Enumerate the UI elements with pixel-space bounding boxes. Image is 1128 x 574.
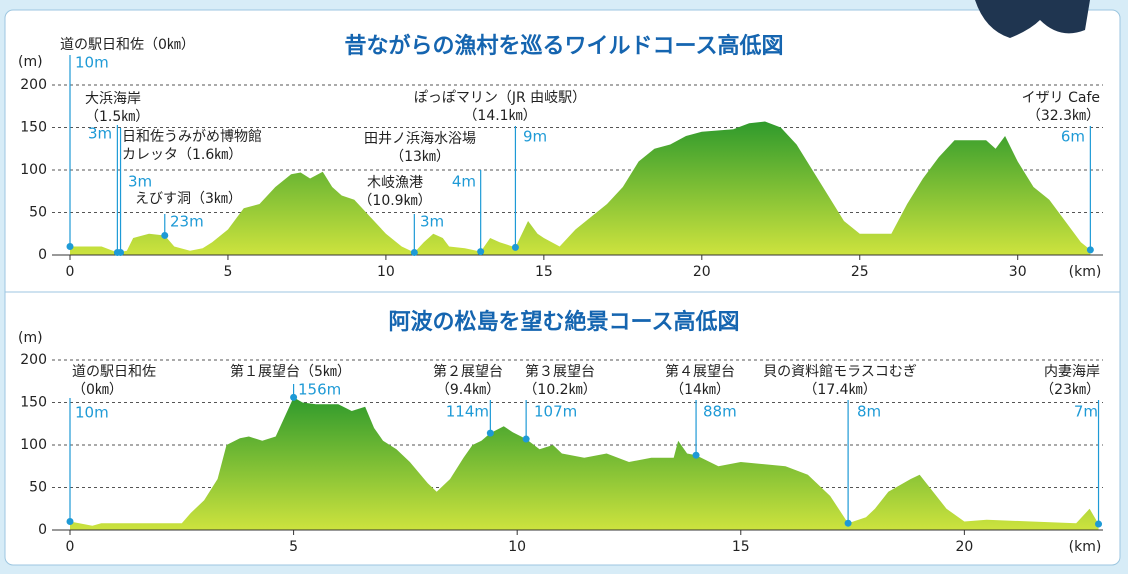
y-tick-label: 50 (29, 480, 47, 496)
y-tick-label: 200 (20, 77, 47, 93)
y-axis-label: (m) (18, 54, 43, 70)
y-axis-label: (m) (18, 330, 43, 346)
marker-dot (845, 520, 852, 527)
marker-dot (411, 249, 418, 256)
landmark-label: （1.5㎞） (85, 109, 149, 125)
landmark-label: （10.9㎞） (358, 193, 431, 209)
chart-title: 昔ながらの漁村を巡るワイルドコース高低図 (345, 33, 784, 59)
x-tick-label: 15 (535, 264, 553, 280)
landmark-label: えびす洞（3㎞） (135, 191, 242, 207)
elevation-label: 88m (703, 403, 737, 421)
landmark-label: 第１展望台（5㎞） (230, 363, 351, 380)
landmark-label: 道の駅日和佐 (72, 364, 156, 380)
x-axis-label: (km) (1069, 539, 1102, 555)
x-tick-label: 20 (955, 539, 973, 555)
x-tick-label: 10 (508, 539, 526, 555)
elevation-label: 10m (75, 404, 109, 422)
elevation-label: 9m (523, 128, 547, 146)
elevation-label: 23m (170, 213, 204, 231)
landmark-label: （9.4㎞） (436, 382, 500, 398)
landmark-label: 日和佐うみがめ博物館 (122, 128, 262, 145)
landmark-label: （14㎞） (670, 382, 730, 398)
landmark-label: ぽっぽマリン（JR 由岐駅） (414, 90, 586, 106)
elevation-label: 156m (298, 381, 341, 399)
elevation-label: 6m (1061, 128, 1085, 146)
elevation-label: 10m (75, 54, 109, 72)
marker-dot (1087, 246, 1094, 253)
marker-dot (512, 244, 519, 251)
marker-dot (487, 430, 494, 437)
landmark-label: イザリ Cafe (1022, 90, 1100, 106)
x-tick-label: 0 (66, 264, 75, 280)
elevation-label: 3m (128, 173, 152, 191)
y-tick-label: 100 (20, 437, 47, 453)
x-axis-label: (km) (1069, 264, 1102, 280)
elevation-label: 3m (420, 213, 444, 231)
marker-dot (290, 394, 297, 401)
page: 昔ながらの漁村を巡るワイルドコース高低図(m)(km)0501001502000… (0, 0, 1128, 574)
y-tick-label: 200 (20, 352, 47, 368)
x-tick-label: 25 (851, 264, 869, 280)
landmark-label: （14.1㎞） (463, 108, 536, 124)
x-tick-label: 30 (1009, 264, 1027, 280)
landmark-label: 第２展望台 (433, 363, 503, 380)
landmark-label: （32.3㎞） (1027, 108, 1100, 124)
elevation-label: 4m (452, 173, 476, 191)
elevation-label: 7m (1074, 403, 1098, 421)
landmark-label: （17.4㎞） (803, 382, 876, 398)
landmark-label: （0㎞） (72, 382, 123, 398)
y-tick-label: 150 (20, 120, 47, 136)
landmark-label: （10.2㎞） (523, 382, 596, 398)
marker-dot (117, 249, 124, 256)
x-tick-label: 15 (732, 539, 750, 555)
y-tick-label: 0 (38, 522, 47, 538)
marker-dot (67, 243, 74, 250)
marker-dot (67, 518, 74, 525)
y-tick-label: 50 (29, 205, 47, 221)
y-tick-label: 150 (20, 395, 47, 411)
x-tick-label: 10 (377, 264, 395, 280)
marker-dot (161, 232, 168, 239)
elevation-label: 8m (857, 403, 881, 421)
elevation-label: 3m (88, 125, 112, 143)
landmark-label: 貝の資料館モラスコむぎ (763, 363, 917, 380)
y-tick-label: 100 (20, 162, 47, 178)
x-tick-label: 5 (289, 539, 298, 555)
marker-dot (693, 452, 700, 459)
marker-dot (477, 248, 484, 255)
landmark-label: 第３展望台 (525, 363, 595, 380)
landmark-label: 内妻海岸 (1044, 364, 1100, 380)
landmark-label: 木岐漁港 (367, 175, 423, 191)
chart: 昔ながらの漁村を巡るワイルドコース高低図(m)(km)0501001502000… (0, 0, 1128, 574)
landmark-label: 第４展望台 (665, 363, 735, 380)
elevation-label: 107m (534, 403, 577, 421)
marker-dot (1095, 521, 1102, 528)
landmark-label: （13㎞） (390, 149, 450, 165)
landmark-label: 道の駅日和佐（0㎞） (60, 37, 195, 53)
landmark-label: 田井ノ浜海水浴場 (364, 131, 476, 147)
x-tick-label: 20 (693, 264, 711, 280)
landmark-label: （23㎞） (1040, 382, 1100, 398)
x-tick-label: 0 (66, 539, 75, 555)
landmark-label: 大浜海岸 (85, 91, 141, 107)
chart-title: 阿波の松島を望む絶景コース高低図 (389, 309, 740, 335)
landmark-label: カレッタ（1.6㎞） (122, 147, 242, 163)
y-tick-label: 0 (38, 247, 47, 263)
elevation-label: 114m (446, 403, 489, 421)
marker-dot (523, 436, 530, 443)
x-tick-label: 5 (223, 264, 232, 280)
